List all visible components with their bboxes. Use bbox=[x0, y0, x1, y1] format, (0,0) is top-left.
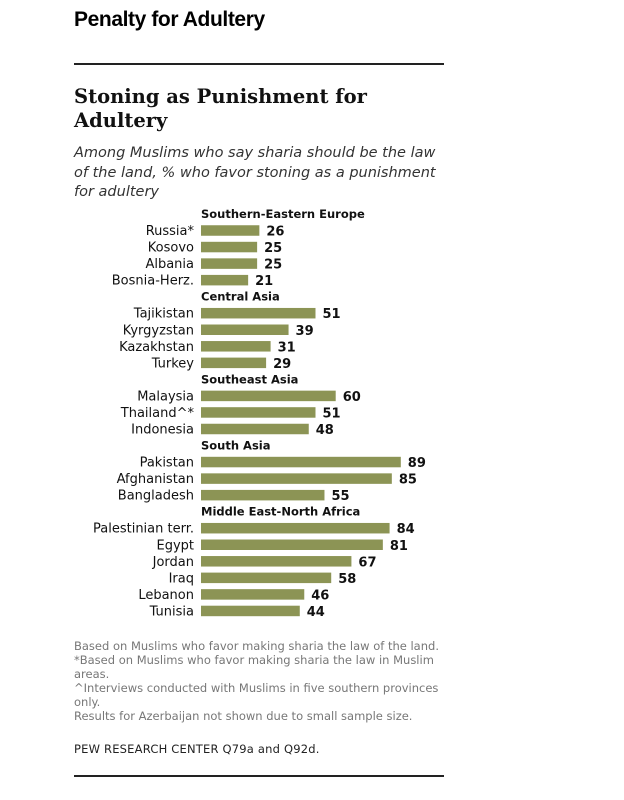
value-label: 58 bbox=[338, 572, 356, 587]
bar bbox=[201, 357, 267, 369]
bar bbox=[201, 589, 305, 600]
bar bbox=[201, 522, 390, 534]
category-label: Jordan bbox=[152, 555, 194, 570]
footnote: Results for Azerbaijan not shown due to … bbox=[74, 709, 413, 723]
bar bbox=[201, 556, 352, 567]
category-label: Albania bbox=[145, 257, 194, 272]
bar bbox=[201, 473, 392, 484]
bar bbox=[201, 539, 383, 550]
value-label: 55 bbox=[331, 489, 349, 504]
bar bbox=[201, 307, 316, 319]
bar bbox=[201, 423, 309, 435]
value-label: 26 bbox=[266, 225, 284, 240]
value-label: 25 bbox=[264, 258, 282, 273]
page-heading: Penalty for Adultery bbox=[74, 8, 265, 31]
category-label: Afghanistan bbox=[117, 472, 194, 487]
value-label: 51 bbox=[322, 406, 340, 421]
category-label: Tunisia bbox=[149, 604, 194, 619]
value-label: 67 bbox=[358, 555, 376, 570]
bar bbox=[201, 225, 260, 236]
bar bbox=[201, 390, 336, 402]
value-label: 21 bbox=[255, 274, 273, 289]
value-label: 39 bbox=[296, 324, 314, 339]
category-label: Russia* bbox=[146, 224, 195, 239]
bar-chart: Southern-Eastern Europe Russia* 26 Kosovo 25… bbox=[93, 207, 426, 620]
value-label: 84 bbox=[397, 522, 415, 537]
group-header: Central Asia bbox=[201, 290, 280, 304]
bottom-divider bbox=[74, 775, 444, 777]
value-label: 46 bbox=[311, 588, 329, 603]
source-note: PEW RESEARCH CENTER Q79a and Q92d. bbox=[74, 742, 320, 756]
group-header: South Asia bbox=[201, 439, 271, 453]
category-label: Palestinian terr. bbox=[93, 522, 194, 537]
category-label: Kosovo bbox=[148, 241, 194, 256]
chart-subtitle: Among Muslims who say sharia should be t… bbox=[74, 145, 436, 200]
category-label: Egypt bbox=[156, 538, 194, 553]
bar bbox=[201, 241, 258, 253]
category-label: Malaysia bbox=[137, 389, 194, 404]
category-label: Kyrgyzstan bbox=[123, 323, 194, 338]
category-label: Iraq bbox=[169, 571, 194, 586]
category-label: Tajikistan bbox=[133, 307, 194, 322]
bar bbox=[201, 605, 300, 617]
value-label: 51 bbox=[322, 307, 340, 322]
value-label: 89 bbox=[408, 456, 426, 471]
category-label: Indonesia bbox=[131, 423, 194, 438]
bar bbox=[201, 258, 258, 269]
value-label: 29 bbox=[273, 357, 291, 372]
value-label: 81 bbox=[390, 539, 408, 554]
value-label: 85 bbox=[399, 473, 417, 488]
bar bbox=[201, 407, 316, 418]
footnote: *Based on Muslims who favor making shari… bbox=[74, 653, 434, 681]
category-label: Lebanon bbox=[138, 588, 194, 603]
category-label: Thailand^* bbox=[120, 406, 195, 421]
bar bbox=[201, 324, 289, 335]
bar bbox=[201, 456, 401, 468]
bar bbox=[201, 489, 325, 501]
value-label: 44 bbox=[307, 605, 325, 620]
chart-title: Stoning as Punishment for Adultery bbox=[74, 85, 367, 132]
category-label: Turkey bbox=[151, 356, 195, 371]
bar bbox=[201, 341, 271, 352]
category-label: Bangladesh bbox=[118, 489, 194, 504]
group-header: Middle East-North Africa bbox=[201, 505, 360, 519]
group-header: Southern-Eastern Europe bbox=[201, 207, 365, 221]
footnotes: Based on Muslims who favor making sharia… bbox=[74, 639, 444, 723]
bar bbox=[201, 572, 332, 584]
value-label: 48 bbox=[316, 423, 334, 438]
category-label: Kazakhstan bbox=[119, 340, 194, 355]
top-divider bbox=[74, 63, 444, 65]
category-label: Bosnia-Herz. bbox=[112, 274, 194, 289]
value-label: 60 bbox=[343, 390, 361, 405]
category-label: Pakistan bbox=[140, 456, 194, 471]
value-label: 31 bbox=[278, 340, 296, 355]
group-header: Southeast Asia bbox=[201, 372, 298, 386]
bar bbox=[201, 274, 249, 286]
footnote: ^Interviews conducted with Muslims in fi… bbox=[74, 681, 439, 709]
footnote: Based on Muslims who favor making sharia… bbox=[74, 639, 439, 653]
value-label: 25 bbox=[264, 241, 282, 256]
